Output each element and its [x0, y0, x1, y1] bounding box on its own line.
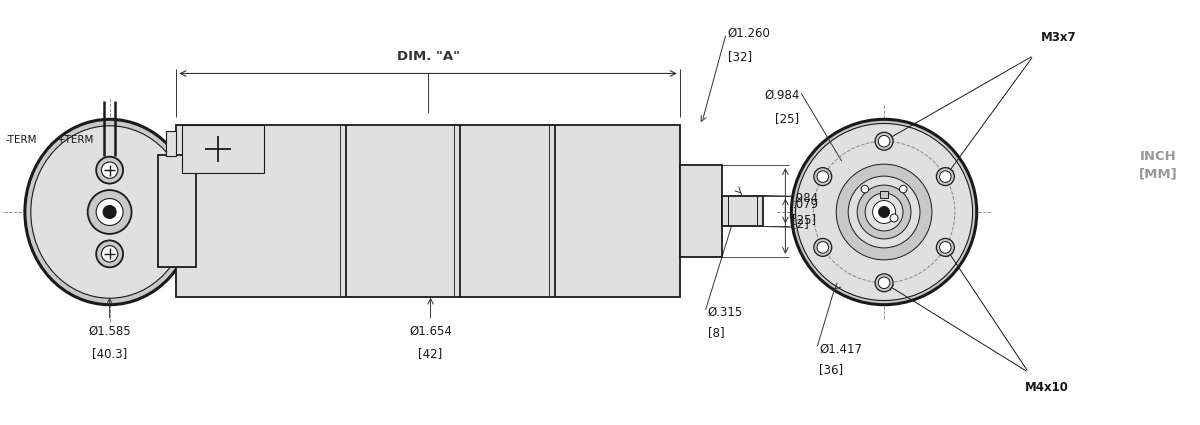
- Bar: [679, 165, 721, 257]
- Circle shape: [865, 193, 904, 231]
- Text: M3x7: M3x7: [1040, 31, 1076, 44]
- Circle shape: [96, 198, 124, 225]
- Circle shape: [103, 206, 116, 218]
- Circle shape: [796, 124, 972, 300]
- Circle shape: [875, 274, 893, 292]
- Text: [32]: [32]: [727, 50, 751, 63]
- Circle shape: [836, 164, 932, 260]
- Text: [8]: [8]: [708, 326, 725, 339]
- Circle shape: [875, 132, 893, 150]
- Bar: [182, 125, 264, 173]
- Circle shape: [848, 176, 920, 248]
- Circle shape: [817, 241, 828, 253]
- Ellipse shape: [25, 119, 194, 305]
- Circle shape: [857, 185, 911, 239]
- Text: [2]: [2]: [792, 218, 809, 230]
- Circle shape: [814, 167, 832, 186]
- Bar: [176, 125, 679, 297]
- Text: M4x10: M4x10: [1025, 381, 1068, 394]
- Text: [25]: [25]: [792, 213, 816, 227]
- Text: Ø1.654: Ø1.654: [409, 325, 452, 337]
- Bar: [158, 155, 197, 267]
- Circle shape: [878, 136, 890, 147]
- Circle shape: [102, 246, 118, 262]
- Text: [36]: [36]: [820, 363, 844, 376]
- Circle shape: [791, 119, 977, 305]
- Bar: [721, 196, 763, 227]
- Text: Ø.315: Ø.315: [708, 306, 743, 319]
- Circle shape: [890, 214, 898, 222]
- Text: Ø.984: Ø.984: [764, 89, 799, 102]
- Text: INCH
[MM]: INCH [MM]: [1139, 150, 1177, 180]
- Circle shape: [88, 190, 132, 234]
- Text: Ø1.585: Ø1.585: [89, 325, 131, 337]
- Circle shape: [102, 162, 118, 178]
- Circle shape: [940, 171, 952, 182]
- Text: Ø1.260: Ø1.260: [727, 27, 770, 40]
- Circle shape: [878, 207, 889, 218]
- Circle shape: [936, 167, 954, 186]
- Ellipse shape: [31, 126, 188, 298]
- Circle shape: [814, 238, 832, 256]
- Circle shape: [872, 201, 895, 224]
- Circle shape: [878, 277, 890, 289]
- Bar: [167, 131, 176, 156]
- Circle shape: [936, 238, 954, 256]
- Circle shape: [817, 171, 828, 182]
- Text: .984: .984: [792, 192, 818, 204]
- Text: [40.3]: [40.3]: [92, 346, 127, 360]
- Text: .079: .079: [792, 198, 818, 210]
- Text: [42]: [42]: [419, 346, 443, 360]
- Text: Ø1.417: Ø1.417: [820, 343, 863, 356]
- Text: [25]: [25]: [775, 112, 799, 125]
- Circle shape: [940, 241, 952, 253]
- Bar: [881, 190, 888, 198]
- Circle shape: [96, 241, 124, 267]
- Text: DIM. "A": DIM. "A": [396, 51, 460, 63]
- Circle shape: [96, 157, 124, 184]
- Text: -TERM: -TERM: [5, 135, 37, 145]
- Text: +TERM: +TERM: [58, 135, 95, 145]
- Circle shape: [900, 185, 907, 193]
- Circle shape: [862, 185, 869, 193]
